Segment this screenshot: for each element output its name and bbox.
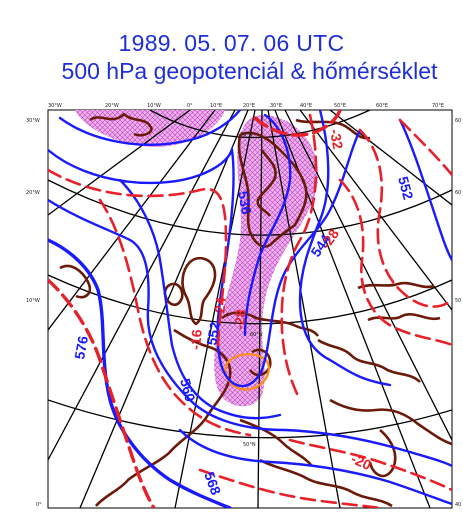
lon-label: 10°E [210, 103, 222, 109]
right-labels: 60 60 50 40 [455, 118, 461, 508]
left-label: 10°W [26, 298, 40, 304]
title-line-1: 1989. 05. 07. 06 UTC [118, 30, 345, 56]
lon-label: 70°E [432, 103, 444, 109]
top-longitude-labels: 30°W 20°W 10°W 0° 10°E 20°E 30°E 40°E 50… [48, 103, 444, 109]
parallel-label: 70°N [240, 132, 253, 138]
geopotential-labels: 536 544 552 552 576 560 568 [71, 175, 416, 498]
meridians [48, 110, 452, 508]
right-label: 60 [455, 190, 461, 196]
title-line-2: 500 hPa geopotenciál & hőmérséklet [61, 58, 438, 84]
contour-label-576: 576 [71, 335, 91, 361]
right-label: 50 [455, 298, 461, 304]
lon-label: 0° [187, 103, 193, 109]
contour-label-552-east: 552 [395, 175, 417, 202]
coastlines [59, 112, 452, 508]
cold-core-trough [214, 115, 319, 407]
lon-label: 40°E [300, 103, 312, 109]
contour-label-552-west: 552 [203, 321, 223, 347]
right-label: 60 [455, 118, 461, 124]
left-label: 30°W [26, 118, 40, 124]
lon-label: 30°W [48, 103, 62, 109]
left-label: 20°W [26, 190, 40, 196]
geopotential-contours [48, 110, 452, 508]
right-label: 40 [455, 502, 461, 508]
temp-label-m32: -32 [327, 128, 346, 151]
lon-label: 30°E [270, 103, 282, 109]
temp-label-m28-center: -28 [231, 308, 249, 330]
left-label: 0° [36, 502, 42, 508]
temp-label-m16: -16 [187, 328, 205, 350]
lon-label: 20°E [243, 103, 255, 109]
parallel-labels: 70°N 60°N 50°N [240, 132, 263, 448]
contour-label-536: 536 [235, 190, 255, 216]
contour-label-568: 568 [201, 470, 224, 498]
temp-label-m24: -24 [211, 296, 229, 318]
left-labels: 30°W 20°W 10°W 0° [26, 118, 42, 508]
parallel-label: 50°N [243, 442, 256, 448]
temperature-contours [48, 110, 452, 508]
lon-label: 20°W [105, 103, 119, 109]
contour-label-560: 560 [177, 377, 199, 404]
lon-label: 60°E [376, 103, 388, 109]
parallel-label: 60°N [250, 332, 263, 338]
lon-label: 10°W [147, 103, 161, 109]
lon-label: 50°E [334, 103, 346, 109]
temp-label-m20: -20 [349, 450, 374, 473]
